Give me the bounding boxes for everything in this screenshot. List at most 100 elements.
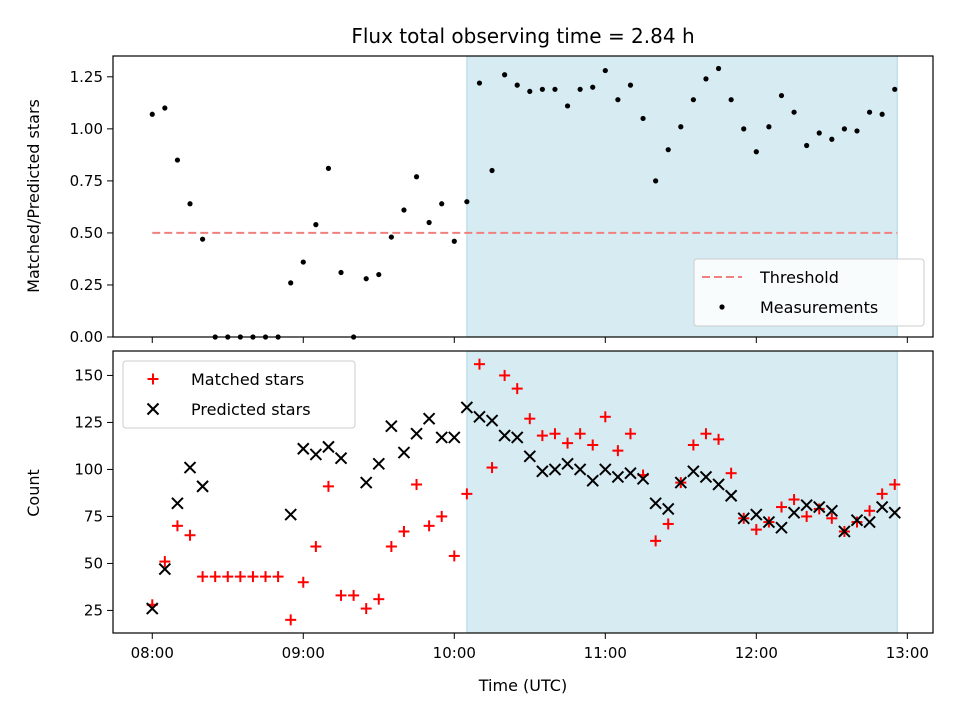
predicted-star-point-b [460, 401, 474, 414]
predicted-star-point-b [284, 508, 297, 521]
y-tick-label: 25 [84, 601, 103, 619]
matched-star-point [662, 518, 674, 530]
measurement-point [376, 271, 382, 278]
measurement-point [174, 157, 181, 163]
predicted-star-point-b [196, 480, 209, 493]
legend-predicted-label: Predicted stars [191, 400, 311, 419]
matched-star-point [335, 589, 347, 601]
measurement-point [539, 86, 545, 92]
y-tick-label: 125 [74, 413, 103, 431]
predicted-star-point-b [787, 506, 801, 519]
predicted-star-point-b [649, 497, 662, 510]
matched-star-point [411, 478, 423, 490]
predicted-star-point-b [410, 427, 423, 440]
y-tick-label: 100 [74, 460, 103, 478]
predicted-star-point-b [724, 489, 738, 502]
predicted-star-point [838, 525, 851, 538]
predicted-star-point [334, 451, 348, 465]
predicted-star-point [800, 498, 813, 512]
predicted-star-point [322, 440, 335, 454]
matched-star-point [461, 488, 473, 500]
matched-star-point [587, 439, 599, 451]
predicted-star-point [599, 463, 612, 476]
predicted-star-point-b [511, 431, 524, 444]
predicted-star-point-b [888, 506, 901, 519]
measurement-point [866, 109, 873, 115]
measurement-point [187, 201, 193, 207]
matched-star-point [524, 413, 536, 425]
predicted-star-point-b [863, 515, 876, 529]
predicted-star-point [523, 450, 537, 463]
predicted-star-point [687, 465, 700, 478]
y-tick-label: 0.00 [70, 328, 103, 346]
matched-star-point [775, 501, 787, 513]
y-tick-label: 0.50 [70, 224, 103, 242]
predicted-star-point-b [146, 602, 159, 615]
measurement-point [514, 82, 520, 88]
predicted-star-point-b [825, 504, 839, 518]
predicted-star-point [787, 506, 801, 519]
predicted-star-point [712, 478, 725, 491]
matched-star-point [801, 510, 813, 522]
matched-star-point [285, 614, 297, 626]
matched-star-point [448, 550, 460, 562]
matched-star-point [171, 520, 183, 532]
matched-star-point [222, 571, 234, 583]
predicted-star-point-b [712, 478, 725, 491]
measurement-point [199, 236, 206, 242]
measurement-point [489, 167, 495, 174]
predicted-star-point-b [561, 457, 574, 471]
matched-star-point [348, 589, 360, 601]
measurement-point [892, 86, 898, 92]
y-tick-label: 150 [74, 366, 103, 384]
predicted-star-point [473, 410, 486, 424]
measurement-point [401, 207, 407, 213]
predicted-star-point-b [611, 470, 625, 484]
legend-predicted-swatch [146, 402, 160, 416]
matched-star-point [398, 525, 410, 537]
y-tick-label: 1.00 [70, 120, 103, 138]
x-tick-label: 10:00 [433, 644, 476, 662]
matched-star-point [687, 439, 699, 451]
matched-star-point [473, 358, 485, 370]
measurement-point [338, 269, 344, 276]
measurement-point [363, 276, 369, 282]
predicted-star-point [171, 497, 184, 510]
measurement-point [476, 80, 483, 86]
predicted-star-point [146, 602, 159, 615]
matched-star-point [700, 428, 712, 440]
measurement-point [715, 65, 722, 72]
x-tick-label: 13:00 [886, 644, 929, 662]
measurement-point [300, 259, 306, 265]
measurement-point [741, 126, 747, 132]
legend-measurement-swatch [719, 304, 725, 310]
matched-star-point [385, 541, 397, 553]
predicted-star-point-b [548, 463, 562, 476]
matched-star-point [549, 428, 561, 440]
measurement-point [615, 97, 621, 103]
measurement-point [439, 201, 445, 207]
predicted-star-point-b [687, 465, 700, 478]
matched-star-point [272, 571, 284, 583]
measurement-point [804, 142, 810, 149]
predicted-star-point [158, 562, 172, 576]
matched-star-point [864, 505, 876, 517]
count-panel: Count Time (UTC) 25 50 75 100 125 150 08:00 09:… [24, 350, 934, 695]
predicted-star-point [674, 476, 688, 489]
predicted-star-point [511, 431, 524, 444]
legend-predicted-swatch-b [146, 402, 160, 416]
matched-star-point [360, 603, 372, 615]
matched-star-point [511, 383, 523, 395]
predicted-star-point-b [775, 521, 788, 534]
predicted-star-point-b [171, 497, 184, 510]
measurement-point [325, 165, 332, 171]
matched-star-point [423, 520, 435, 532]
matched-star-point [247, 571, 259, 583]
predicted-star-point-b [158, 562, 172, 576]
measurement-point [288, 280, 294, 286]
measurement-point [690, 97, 696, 103]
predicted-star-point-b [699, 470, 713, 484]
predicted-star-point [624, 466, 637, 480]
predicted-star-point [422, 412, 436, 425]
matched-star-point [612, 445, 624, 457]
